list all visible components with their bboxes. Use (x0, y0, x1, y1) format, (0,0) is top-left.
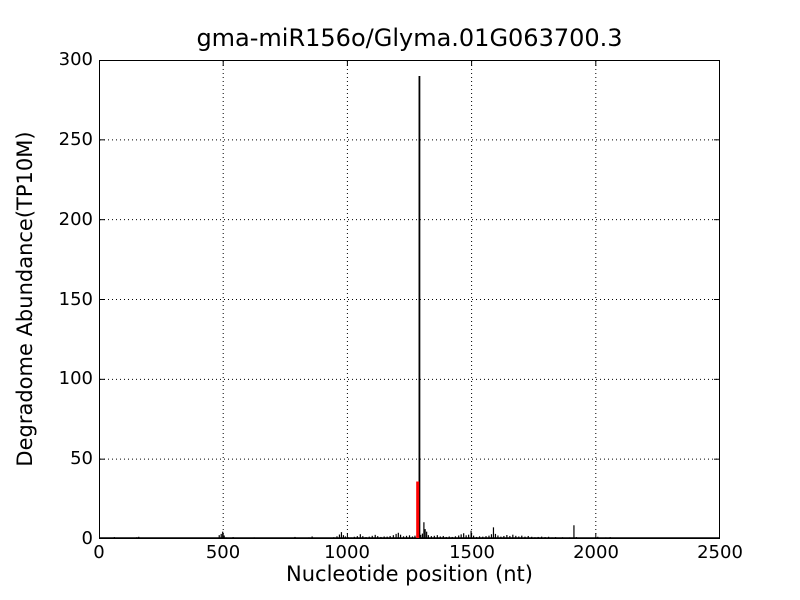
x-tick-label: 2000 (573, 542, 619, 563)
y-tick-label: 200 (58, 209, 93, 230)
plot-frame (99, 60, 720, 539)
y-tick-label: 300 (58, 49, 93, 70)
grid-lines (100, 61, 719, 538)
y-tick-label: 150 (58, 289, 93, 310)
y-tick-label: 0 (81, 528, 93, 549)
y-tick-label: 100 (58, 368, 93, 389)
x-tick-label: 500 (205, 542, 241, 563)
chart-title: gma-miR156o/Glyma.01G063700.3 (196, 24, 623, 52)
x-tick-label: 2500 (697, 542, 743, 563)
noise-series (100, 522, 719, 539)
x-tick-label: 1500 (449, 542, 495, 563)
y-tick-label: 50 (70, 448, 93, 469)
x-tick-label: 1000 (324, 542, 370, 563)
y-tick-label: 250 (58, 129, 93, 150)
x-axis-label: Nucleotide position (nt) (286, 562, 533, 586)
x-tick-label: 0 (93, 542, 105, 563)
plot-area (99, 60, 720, 539)
